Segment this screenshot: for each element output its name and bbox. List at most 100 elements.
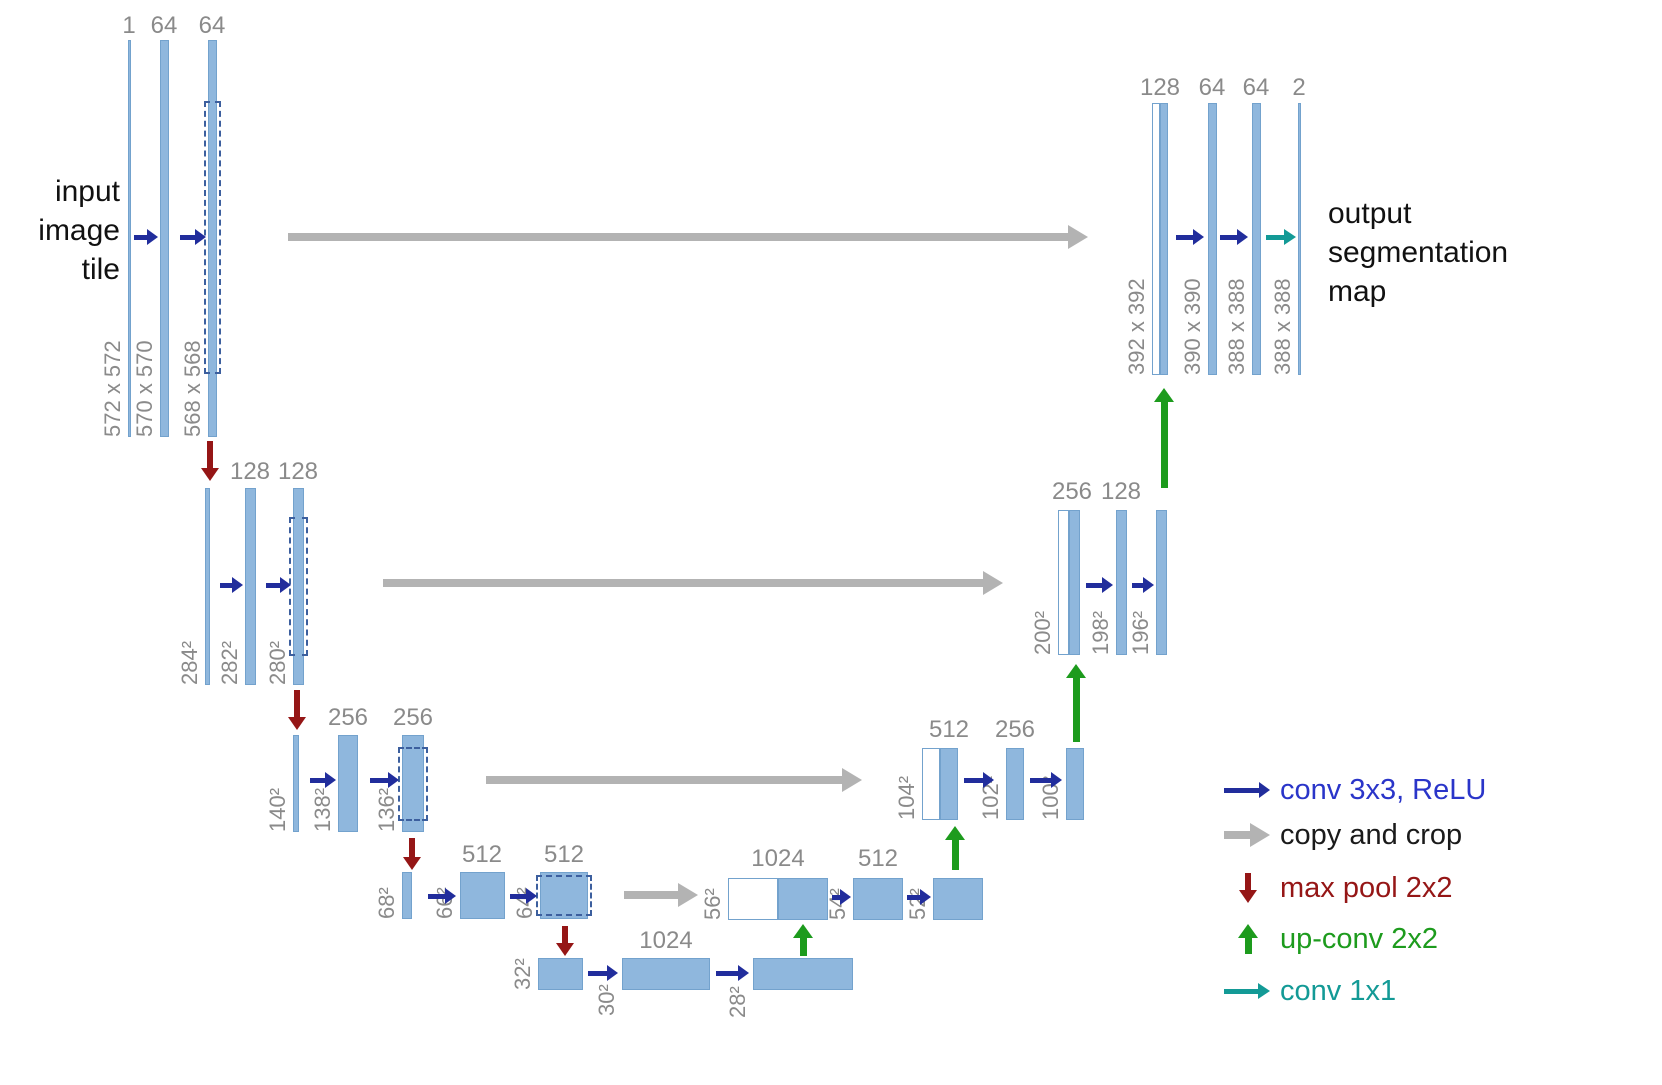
arrow-shaft [1224, 831, 1252, 839]
channel-count-label: 256 [994, 716, 1036, 743]
feature-size-label: 32² [510, 958, 535, 990]
input-label-line: image [38, 214, 120, 247]
arrow-head [1066, 664, 1086, 678]
conv3x3-arrow [370, 772, 399, 788]
feature-size-label: 572 x 572 [100, 340, 125, 437]
feature-map-bar [128, 40, 131, 437]
feature-size-label: 392 x 392 [1124, 278, 1149, 375]
copy-crop-arrow [1224, 823, 1270, 847]
arrow-shaft [1220, 234, 1239, 240]
feature-size-label: 200² [1030, 610, 1055, 655]
arrow-shaft [266, 582, 282, 588]
legend-label-max-pool: max pool 2x2 [1280, 871, 1453, 904]
channel-count-label: 64 [1242, 74, 1270, 101]
arrow-head [738, 965, 749, 981]
feature-map-bar [293, 488, 304, 685]
arrow-shaft [134, 234, 149, 240]
up-conv-arrow [1066, 664, 1086, 742]
copied-feature-map-bar [1058, 510, 1069, 655]
arrow-head [1239, 890, 1257, 903]
feature-size-label: 568 x 568 [180, 340, 205, 437]
conv3x3-arrow [832, 889, 851, 905]
arrow-head [232, 577, 243, 593]
feature-map-bar [338, 735, 358, 832]
up-conv-arrow [945, 826, 965, 870]
arrow-head [195, 229, 206, 245]
arrow-head [201, 468, 219, 481]
arrow-head [1051, 772, 1062, 788]
max-pool-arrow [1239, 873, 1257, 903]
max-pool-arrow [288, 690, 306, 730]
arrow-head [1238, 924, 1258, 938]
legend-label-conv1x1: conv 1x1 [1280, 974, 1397, 1007]
arrow-head [678, 883, 698, 907]
legend-item-up-conv: up-conv 2x2 [1222, 922, 1438, 956]
conv3x3-arrow [1030, 772, 1062, 788]
feature-map-bar [1298, 103, 1301, 375]
copy-crop-arrow [624, 883, 698, 907]
conv1x1-arrow [1224, 983, 1270, 999]
arrow-head [1193, 229, 1204, 245]
conv3x3-arrow [964, 772, 994, 788]
feature-map-bar [1006, 748, 1024, 820]
legend-item-conv3x3: conv 3x3, ReLU [1222, 773, 1486, 807]
arrow-head [280, 577, 291, 593]
arrow-head [945, 826, 965, 840]
copied-feature-map-bar [1152, 103, 1160, 375]
max-pool-arrow [403, 838, 421, 870]
input-label-line: tile [81, 253, 120, 286]
arrow-head [1258, 983, 1270, 999]
feature-map-bar [540, 872, 588, 919]
arrow-shaft [951, 838, 959, 870]
arrow-head [526, 888, 537, 904]
conv3x3-arrow [266, 577, 291, 593]
arrow-shaft [1086, 582, 1104, 588]
arrow-shaft [1030, 777, 1053, 783]
copied-feature-map-bar [728, 878, 778, 920]
up-conv-arrow [793, 924, 813, 956]
channel-count-label: 512 [928, 716, 970, 743]
feature-map-bar [622, 958, 710, 990]
feature-size-label: 56² [700, 888, 725, 920]
conv1x1-arrow [1266, 229, 1296, 245]
arrow-head [840, 889, 851, 905]
arrow-head [1250, 823, 1270, 847]
feature-map-bar [205, 488, 210, 685]
arrow-shaft [294, 690, 300, 719]
arrow-head [403, 857, 421, 870]
conv3x3-arrow [180, 229, 206, 245]
channel-count-label: 128 [1100, 478, 1142, 505]
channel-count-label: 128 [277, 458, 319, 485]
max-pool-arrow [556, 926, 574, 956]
arrow-shaft [588, 970, 609, 976]
arrow-shaft [486, 776, 844, 784]
output-segmentation-map-label: output segmentation map [1328, 194, 1508, 311]
arrow-head [1259, 782, 1270, 798]
arrow-head [842, 768, 862, 792]
copy-crop-arrow [383, 571, 1003, 595]
conv3x3-arrow [1176, 229, 1204, 245]
channel-count-label: 64 [150, 12, 178, 39]
arrow-head [920, 889, 931, 905]
crop-region-outline [536, 875, 592, 916]
feature-size-label: 28² [725, 986, 750, 1018]
arrow-shaft [180, 234, 197, 240]
conv3x3-arrow [716, 965, 749, 981]
conv3x3-arrow [428, 888, 456, 904]
conv1x1-arrow-icon [1222, 974, 1274, 1008]
arrow-head [1068, 225, 1088, 249]
feature-map-bar [778, 878, 828, 920]
arrow-head [1284, 229, 1296, 245]
feature-size-label: 138² [310, 787, 335, 832]
channel-count-label: 1024 [639, 927, 693, 954]
conv3x3-arrow [220, 577, 243, 593]
arrow-shaft [799, 936, 807, 956]
feature-map-bar [208, 40, 217, 437]
feature-map-bar [293, 735, 299, 832]
up-conv-arrow [1154, 388, 1174, 488]
feature-size-label: 388 x 388 [1224, 278, 1249, 375]
conv3x3-arrow [907, 889, 931, 905]
channel-count-label: 2 [1292, 74, 1306, 101]
feature-map-bar [1252, 103, 1261, 375]
arrow-shaft [370, 777, 390, 783]
